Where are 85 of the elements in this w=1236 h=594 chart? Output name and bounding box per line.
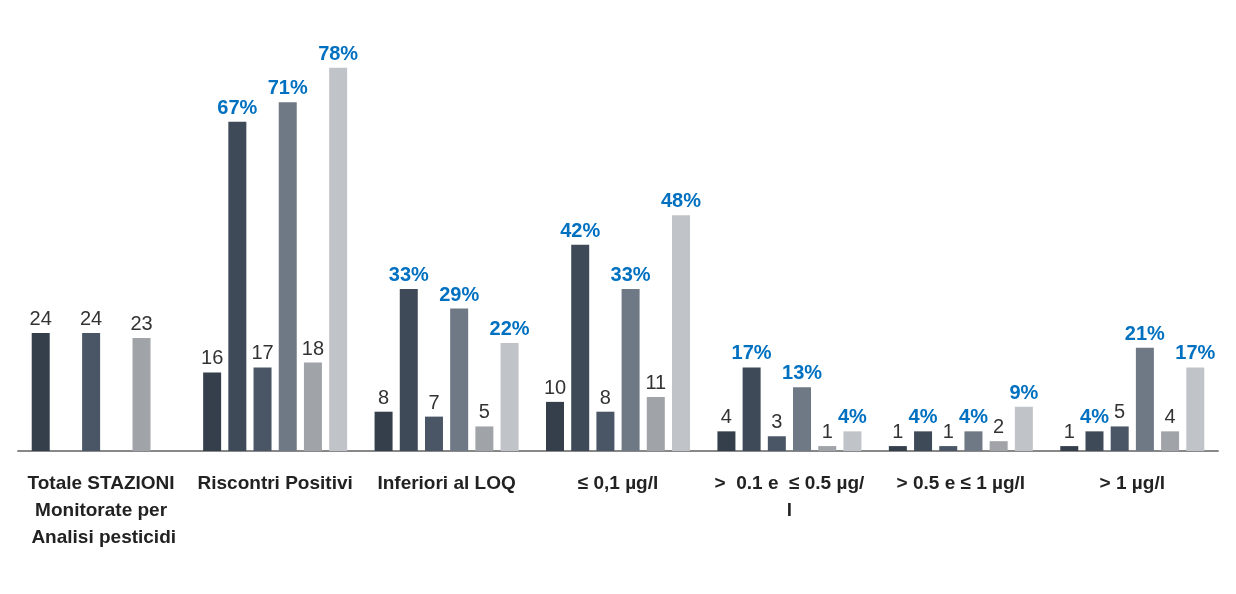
data-label: 29% bbox=[439, 282, 480, 305]
bar bbox=[793, 387, 812, 451]
data-label: 4% bbox=[1080, 405, 1110, 428]
data-label: 4 bbox=[720, 405, 732, 428]
x-tick-label: > 1 µg/l bbox=[1099, 472, 1165, 493]
data-label: 1 bbox=[1063, 420, 1075, 443]
bar bbox=[132, 338, 151, 451]
bar bbox=[621, 288, 640, 451]
data-label: 2 bbox=[993, 415, 1005, 438]
data-label: 4% bbox=[837, 405, 868, 428]
bar bbox=[596, 411, 615, 451]
bar bbox=[1085, 431, 1104, 451]
bar bbox=[767, 436, 786, 451]
data-label: 17% bbox=[731, 341, 772, 364]
data-label: 13% bbox=[782, 361, 823, 384]
x-tick-label: Riscontri Positivi bbox=[197, 472, 353, 493]
data-label: 10 bbox=[543, 375, 567, 398]
bar bbox=[818, 446, 837, 451]
bar bbox=[424, 416, 443, 451]
bar bbox=[939, 446, 958, 451]
data-label: 11 bbox=[645, 370, 667, 393]
bar bbox=[546, 401, 564, 451]
bar bbox=[31, 333, 50, 451]
bar bbox=[278, 102, 297, 451]
data-label: 3 bbox=[771, 410, 783, 433]
bar bbox=[672, 215, 690, 451]
data-label: 5 bbox=[478, 400, 490, 423]
bar bbox=[228, 121, 247, 451]
bar bbox=[399, 288, 418, 451]
data-label: 33% bbox=[388, 262, 429, 285]
data-label: 8 bbox=[599, 385, 611, 408]
data-label: 9% bbox=[1009, 380, 1039, 403]
data-label: 17% bbox=[1175, 341, 1216, 364]
bar bbox=[203, 372, 222, 451]
data-label: 33% bbox=[610, 262, 651, 285]
data-label: 48% bbox=[660, 189, 702, 212]
data-label: 7 bbox=[428, 390, 440, 413]
bar bbox=[989, 441, 1008, 451]
data-label: 21% bbox=[1124, 321, 1166, 344]
bar bbox=[964, 431, 983, 451]
x-tick-label: ≤ 0,1 µg/l bbox=[577, 472, 659, 493]
bar bbox=[82, 333, 101, 451]
x-tick-label: > 0.1 e ≤ 0.5 µg/l bbox=[714, 472, 865, 520]
data-label: 4% bbox=[959, 405, 989, 428]
data-label: 23 bbox=[130, 312, 153, 335]
bar bbox=[571, 244, 590, 451]
data-label: 1 bbox=[942, 420, 954, 443]
bar bbox=[1186, 367, 1205, 451]
data-label: 71% bbox=[267, 76, 308, 99]
data-label: 67% bbox=[217, 95, 258, 118]
bar bbox=[742, 367, 761, 451]
x-tick-label: > 0.5 e ≤ 1 µg/l bbox=[896, 472, 1026, 493]
bar bbox=[329, 67, 348, 451]
bar bbox=[303, 362, 322, 451]
bar bbox=[450, 308, 469, 451]
data-label: 78% bbox=[318, 41, 359, 64]
bar bbox=[500, 342, 519, 451]
data-label: 24 bbox=[79, 307, 103, 330]
data-label: 4 bbox=[1164, 405, 1176, 428]
bar bbox=[646, 396, 665, 451]
data-label: 22% bbox=[489, 316, 530, 339]
data-label: 5 bbox=[1114, 400, 1126, 423]
bar bbox=[475, 426, 494, 451]
data-label: 8 bbox=[378, 385, 390, 408]
bar bbox=[1110, 426, 1129, 451]
bar bbox=[843, 431, 862, 451]
data-label: 18 bbox=[301, 336, 325, 359]
bar bbox=[717, 431, 736, 451]
x-tick-label: Inferiori al LOQ bbox=[377, 472, 516, 493]
data-label: 1 bbox=[892, 420, 904, 443]
data-label: 17 bbox=[251, 341, 274, 364]
x-tick-label: Totale STAZIONI Monitorate per Analisi pesticidi bbox=[27, 472, 180, 547]
bar bbox=[253, 367, 272, 451]
data-label: 1 bbox=[821, 420, 833, 443]
bar bbox=[1014, 406, 1033, 451]
data-label: 16 bbox=[201, 346, 224, 369]
bar bbox=[888, 446, 907, 451]
data-label: 42% bbox=[560, 218, 601, 241]
bar bbox=[1135, 347, 1154, 451]
bar bbox=[914, 431, 933, 451]
data-label: 4% bbox=[908, 405, 938, 428]
data-label: 24 bbox=[29, 307, 52, 330]
bar bbox=[374, 411, 393, 451]
bar bbox=[1060, 446, 1079, 451]
bar bbox=[1161, 431, 1180, 451]
